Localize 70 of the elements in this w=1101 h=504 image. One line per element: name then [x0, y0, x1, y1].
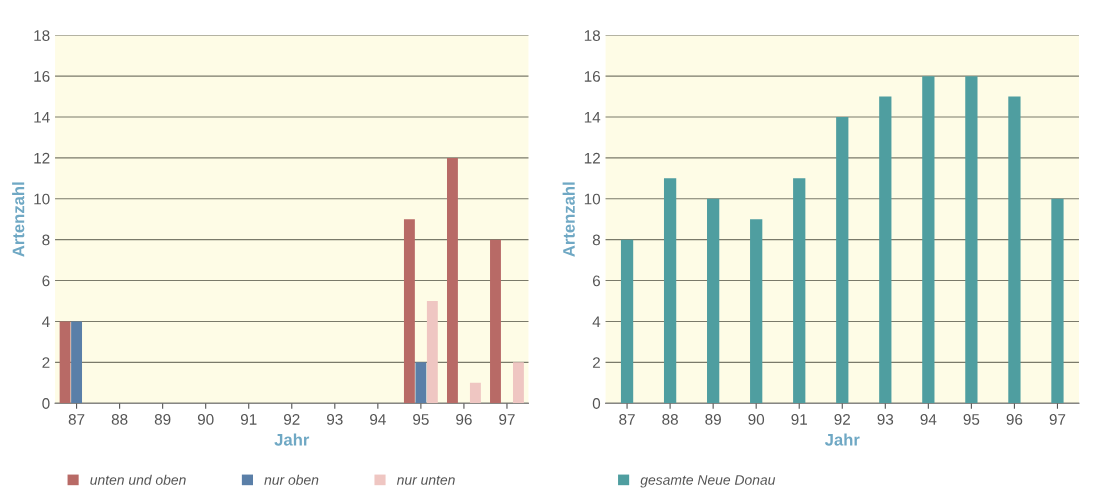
y-tick-label: 16 — [34, 71, 50, 82]
y-tick-label: 4 — [592, 316, 601, 327]
x-tick-label: 93 — [327, 414, 343, 425]
x-axis-title: Jahr — [824, 433, 860, 446]
x-tick-label: 87 — [619, 414, 635, 425]
x-tick-label: 88 — [111, 414, 128, 425]
y-tick-label: 8 — [42, 234, 50, 246]
y-tick-label: 6 — [42, 275, 50, 287]
bar — [836, 117, 849, 404]
x-tick-label: 91 — [791, 414, 807, 425]
bar — [490, 239, 501, 404]
bar — [620, 239, 634, 404]
y-tick-label: 14 — [34, 112, 50, 123]
y-tick-label: 0 — [592, 398, 601, 409]
y-tick-label: 12 — [584, 152, 600, 164]
y-tick-label: 0 — [42, 398, 50, 409]
y-tick-label: 10 — [34, 193, 50, 205]
legend-label: unten und oben — [90, 474, 186, 485]
y-tick-label: 2 — [592, 357, 600, 368]
x-tick-label: 90 — [197, 414, 214, 425]
x-tick-label: 88 — [662, 414, 678, 425]
bar — [403, 219, 415, 404]
x-tick-label: 94 — [370, 414, 386, 425]
x-tick-label: 95 — [963, 414, 980, 425]
bar — [1008, 96, 1021, 404]
bar — [469, 382, 481, 404]
y-tick-label: 14 — [584, 112, 601, 123]
x-tick-label: 87 — [68, 414, 85, 425]
x-tick-label: 96 — [1006, 414, 1023, 425]
x-tick-label: 89 — [154, 414, 171, 425]
bar — [415, 362, 427, 404]
legend-label: nur unten — [396, 475, 455, 485]
y-tick-label: 16 — [584, 71, 601, 82]
y-tick-label: 8 — [592, 234, 601, 246]
bar — [71, 321, 83, 404]
bar — [426, 301, 438, 404]
y-tick-label: 6 — [592, 275, 601, 287]
y-axis-title: Artenzahl — [562, 182, 575, 257]
bar — [707, 198, 720, 404]
x-tick-label: 94 — [920, 414, 937, 425]
x-tick-label: 92 — [834, 414, 850, 425]
y-tick-label: 2 — [42, 357, 50, 368]
x-axis-title: Jahr — [274, 433, 310, 446]
x-tick-label: 92 — [283, 414, 300, 425]
legend-label: gesamte Neue Donau — [640, 475, 776, 488]
legend-label: nur oben — [264, 474, 319, 485]
bar — [922, 76, 935, 404]
x-tick-label: 96 — [456, 414, 472, 425]
bar — [793, 178, 806, 404]
y-tick-label: 10 — [584, 193, 601, 205]
bar — [965, 76, 978, 404]
x-tick-label: 90 — [748, 414, 765, 425]
x-tick-label: 89 — [705, 414, 721, 425]
y-tick-label: 18 — [34, 30, 50, 41]
x-tick-label: 95 — [413, 414, 429, 425]
x-tick-label: 93 — [877, 414, 894, 425]
y-tick-label: 4 — [42, 316, 50, 327]
x-tick-label: 97 — [499, 414, 515, 425]
y-tick-label: 12 — [34, 152, 50, 164]
bar — [1051, 198, 1064, 404]
bar — [59, 321, 71, 404]
y-axis-title: Artenzahl — [12, 182, 25, 257]
bar — [512, 362, 524, 404]
x-tick-label: 97 — [1049, 414, 1066, 425]
bar — [663, 178, 677, 404]
x-tick-label: 91 — [240, 414, 257, 425]
bar — [750, 219, 763, 404]
bar — [879, 96, 892, 404]
y-tick-label: 18 — [584, 30, 601, 41]
bar — [446, 157, 458, 404]
